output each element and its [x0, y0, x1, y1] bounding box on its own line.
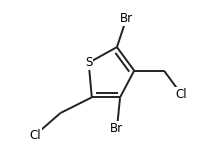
Text: Br: Br: [110, 122, 123, 135]
Text: Br: Br: [120, 12, 133, 25]
Text: Cl: Cl: [175, 88, 187, 101]
Text: S: S: [85, 56, 92, 69]
Text: Cl: Cl: [29, 129, 41, 141]
